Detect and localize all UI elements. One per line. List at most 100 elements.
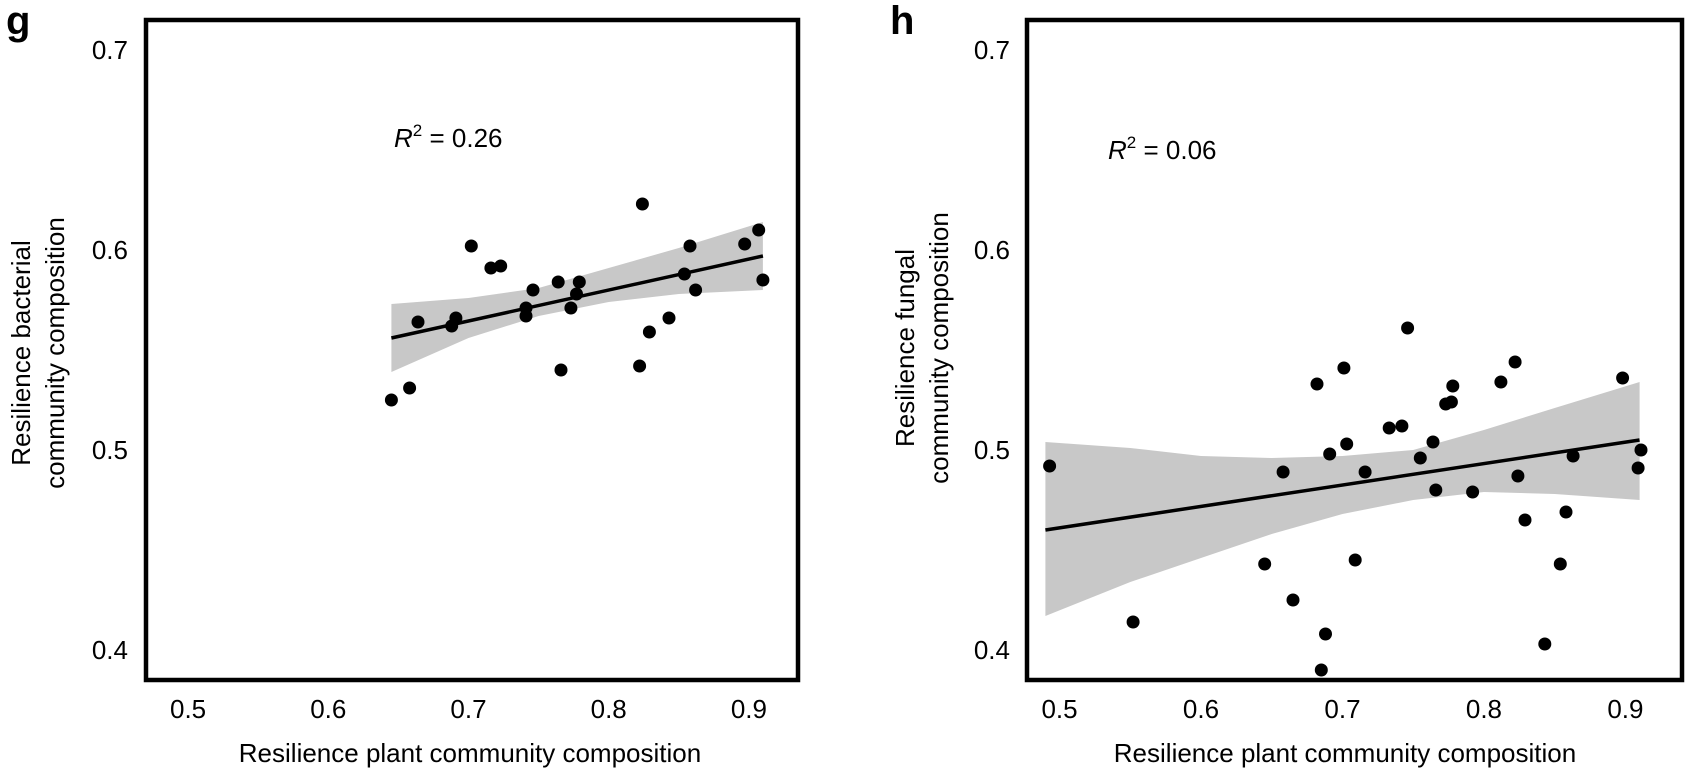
fit-line: [1045, 438, 1640, 532]
data-point: [526, 283, 540, 297]
confidence-band-layer: [1045, 382, 1640, 616]
data-point: [484, 261, 498, 275]
data-point: [411, 315, 425, 329]
data-point: [564, 301, 578, 315]
panel-label: h: [890, 0, 914, 43]
data-point: [1401, 321, 1415, 335]
r-value: = 0.06: [1136, 135, 1216, 165]
y-axis-label-line-1: Resilience bacterial: [6, 240, 36, 465]
y-tick-label: 0.6: [92, 235, 128, 265]
fit-line-layer: [1045, 438, 1640, 532]
data-point: [1429, 483, 1443, 497]
r-squared-annotation: R2 = 0.26: [394, 121, 502, 153]
data-point: [1319, 627, 1332, 641]
y-axis-label-line-1: Resilience fungal: [890, 249, 920, 447]
data-point: [1538, 637, 1552, 651]
data-point: [1340, 437, 1354, 451]
data-point: [494, 259, 508, 273]
data-point: [756, 273, 770, 287]
x-tick-labels: 0.5 0.6 0.7 0.8 0.9: [1041, 694, 1643, 724]
data-point: [570, 287, 583, 301]
data-point: [1508, 355, 1522, 369]
y-tick-label: 0.4: [92, 635, 128, 665]
data-point: [677, 267, 691, 281]
r-squared-annotation: R2 = 0.06: [1108, 133, 1216, 165]
data-point: [554, 363, 568, 377]
y-tick-label: 0.7: [92, 35, 128, 65]
y-axis-label: Resilience fungal community composition: [890, 212, 954, 484]
y-tick-label: 0.4: [974, 635, 1010, 665]
y-tick-label: 0.5: [974, 435, 1010, 465]
data-point: [1634, 443, 1648, 457]
data-point: [464, 239, 478, 253]
r-symbol: R: [1108, 135, 1127, 165]
r-value: = 0.26: [422, 123, 502, 153]
x-tick-label: 0.6: [310, 694, 346, 724]
data-point: [1566, 449, 1580, 463]
x-tick-label: 0.5: [1041, 694, 1077, 724]
panel-h: h 0.5 0.6 0.7 0.8 0.9 0.4 0.5 0.6 0.7 R2 = 0.06…: [890, 0, 1685, 768]
data-point: [1043, 459, 1057, 473]
x-tick-label: 0.9: [1607, 694, 1643, 724]
data-point: [572, 275, 586, 289]
data-point: [1337, 361, 1351, 375]
data-point: [551, 275, 565, 289]
data-point: [1126, 615, 1140, 629]
panel-g: g 0.5 0.6 0.7 0.8 0.9 0.4 0.5 0.6 0.7 R2 = 0.26…: [6, 0, 801, 768]
x-tick-label: 0.5: [170, 694, 206, 724]
data-point: [1518, 513, 1532, 527]
y-axis-label: Resilience bacterial community compositi…: [6, 217, 70, 489]
data-point: [633, 359, 647, 373]
panel-label: g: [6, 0, 30, 43]
x-tick-label: 0.9: [731, 694, 767, 724]
data-point: [1444, 395, 1458, 409]
x-tick-labels: 0.5 0.6 0.7 0.8 0.9: [170, 694, 767, 724]
x-tick-label: 0.8: [1466, 694, 1502, 724]
data-point: [1413, 451, 1427, 465]
data-point: [1466, 485, 1480, 499]
data-point: [1426, 435, 1440, 449]
x-axis-label: Resilience plant community composition: [239, 738, 701, 768]
data-point: [519, 301, 533, 315]
data-point: [662, 311, 676, 325]
confidence-band: [1045, 382, 1640, 616]
y-tick-labels: 0.4 0.5 0.6 0.7: [92, 35, 128, 665]
x-tick-label: 0.7: [1324, 694, 1360, 724]
data-point: [642, 325, 656, 339]
data-point: [1395, 419, 1409, 433]
data-point: [635, 197, 649, 211]
points-layer: [1043, 321, 1648, 677]
data-point: [403, 381, 417, 395]
plot-frame: [143, 17, 801, 683]
data-point: [1559, 505, 1573, 519]
data-point: [1276, 465, 1290, 479]
x-tick-label: 0.8: [591, 694, 627, 724]
data-point: [689, 283, 703, 297]
data-point: [1553, 557, 1567, 571]
r-superscript: 2: [1127, 133, 1136, 152]
data-point: [1616, 371, 1630, 385]
x-tick-label: 0.7: [450, 694, 486, 724]
y-axis-label-line-2: community composition: [924, 212, 954, 484]
data-point: [1348, 553, 1362, 567]
data-point: [1310, 377, 1324, 391]
x-tick-label: 0.6: [1183, 694, 1219, 724]
x-axis-label: Resilience plant community composition: [1114, 738, 1576, 768]
y-tick-labels: 0.4 0.5 0.6 0.7: [974, 35, 1010, 665]
data-point: [1494, 375, 1508, 389]
data-point: [1258, 557, 1272, 571]
data-point: [1382, 421, 1396, 435]
data-point: [1323, 447, 1337, 461]
r-superscript: 2: [413, 121, 422, 140]
data-point: [1446, 379, 1460, 393]
data-point: [1358, 465, 1372, 479]
data-point: [449, 311, 463, 325]
points-layer: [384, 197, 770, 407]
data-point: [1286, 593, 1300, 607]
y-tick-label: 0.6: [974, 235, 1010, 265]
y-tick-label: 0.5: [92, 435, 128, 465]
data-point: [1314, 663, 1328, 677]
data-point: [752, 223, 766, 237]
y-axis-label-line-2: community composition: [40, 217, 70, 489]
